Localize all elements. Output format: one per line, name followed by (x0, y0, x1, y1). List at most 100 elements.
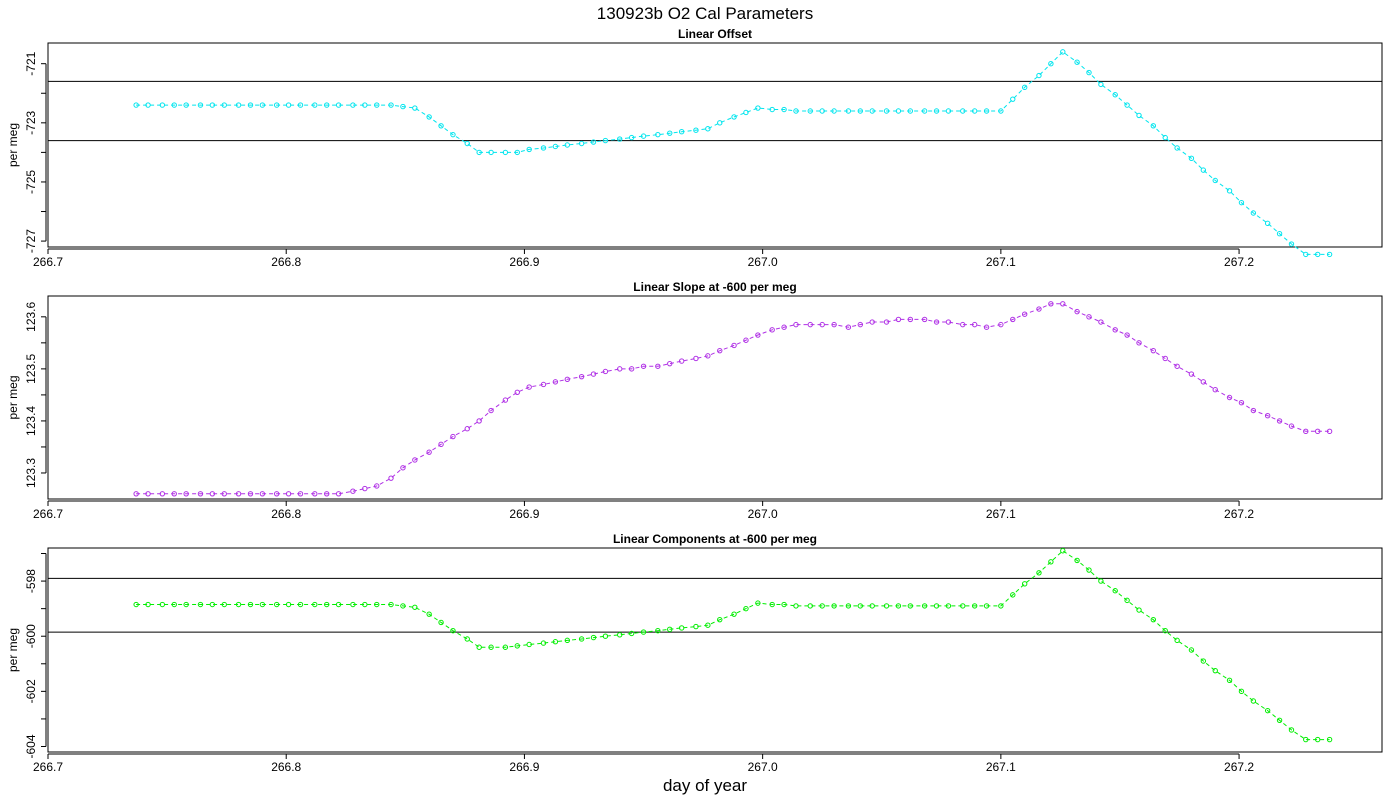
data-point (628, 366, 635, 372)
data-point (476, 418, 482, 424)
data-point (1036, 306, 1042, 312)
data-point (793, 108, 799, 114)
data-point (1174, 637, 1180, 644)
data-point (717, 120, 723, 126)
data-point (895, 316, 902, 323)
data-point (526, 641, 532, 648)
y-tick-label: -604 (24, 734, 38, 758)
data-point (628, 630, 635, 637)
data-point (1086, 314, 1092, 320)
data-point (312, 601, 318, 608)
figure-title: 130923b O2 Cal Parameters (597, 4, 813, 23)
data-point (983, 108, 990, 114)
data-point (640, 629, 647, 635)
data-point (590, 371, 597, 377)
data-point (159, 601, 166, 608)
data-point (1212, 177, 1218, 184)
data-point (552, 143, 559, 150)
data-point (1162, 355, 1168, 362)
data-point (1010, 316, 1016, 323)
data-point (1074, 557, 1080, 564)
data-point (678, 358, 685, 364)
data-point (488, 149, 494, 156)
data-point (678, 128, 685, 135)
data-point (412, 105, 418, 111)
data-point (1303, 251, 1309, 258)
data-point (578, 140, 585, 147)
data-point (1150, 616, 1157, 623)
data-point (781, 601, 787, 608)
data-point (883, 108, 890, 114)
x-axis-label: day of year (663, 776, 747, 795)
data-point (755, 105, 761, 111)
data-point (640, 363, 647, 369)
y-tick-label: -721 (24, 51, 38, 75)
data-point (324, 491, 330, 497)
data-point (450, 628, 456, 634)
data-point (273, 601, 280, 608)
data-point (667, 626, 673, 633)
x-tick-label: 266.9 (509, 255, 539, 269)
y-tick-label: 123.5 (24, 354, 38, 384)
data-point (285, 601, 292, 608)
data-point (769, 327, 775, 333)
data-point (324, 102, 330, 108)
y-tick-label: 123.3 (24, 458, 38, 488)
data-point (1303, 736, 1309, 743)
data-point (617, 136, 623, 142)
data-point (602, 137, 609, 144)
data-point (831, 108, 837, 114)
data-point (502, 149, 509, 156)
data-point (819, 108, 825, 114)
series-line (136, 303, 1330, 495)
x-tick-label: 267.1 (986, 760, 1016, 774)
data-point (678, 625, 685, 631)
data-point (426, 611, 432, 617)
data-point (1326, 428, 1333, 435)
data-point (731, 114, 737, 120)
data-point (362, 485, 368, 492)
data-point (1021, 311, 1028, 317)
data-point (617, 366, 623, 372)
data-point (247, 102, 254, 108)
data-point (971, 603, 978, 609)
data-point (1112, 588, 1118, 594)
data-point (590, 139, 597, 145)
data-point (1250, 210, 1257, 216)
data-point (1150, 123, 1157, 129)
data-point (1326, 251, 1333, 258)
data-point (273, 491, 280, 497)
x-tick-label: 267.1 (986, 255, 1016, 269)
data-point (183, 601, 189, 608)
data-point (312, 491, 318, 497)
data-point (350, 601, 356, 608)
data-point (374, 483, 380, 489)
data-point (1174, 145, 1180, 151)
data-point (464, 140, 470, 147)
data-point (1226, 188, 1233, 194)
data-point (171, 601, 177, 608)
data-point (273, 102, 280, 108)
data-point (743, 605, 749, 612)
data-point (285, 102, 292, 108)
data-point (450, 131, 456, 138)
plot-frame (47, 42, 1383, 248)
data-point (655, 131, 661, 138)
data-point (1212, 386, 1218, 393)
data-point (933, 603, 940, 609)
data-point (1200, 167, 1207, 173)
data-point (526, 146, 532, 153)
data-point (388, 102, 394, 108)
data-point (488, 407, 494, 414)
data-point (921, 108, 928, 114)
panels: Linear Offset 266.7 266.8 266.9 267.0 267.1 26… (6, 27, 1383, 774)
data-point (297, 102, 304, 108)
data-point (590, 634, 597, 641)
data-point (857, 108, 864, 114)
data-point (1136, 112, 1142, 119)
data-point (1150, 347, 1157, 354)
x-tick-label: 267.0 (748, 507, 778, 521)
data-point (540, 145, 547, 151)
data-point (1036, 72, 1042, 79)
data-point (667, 360, 673, 367)
